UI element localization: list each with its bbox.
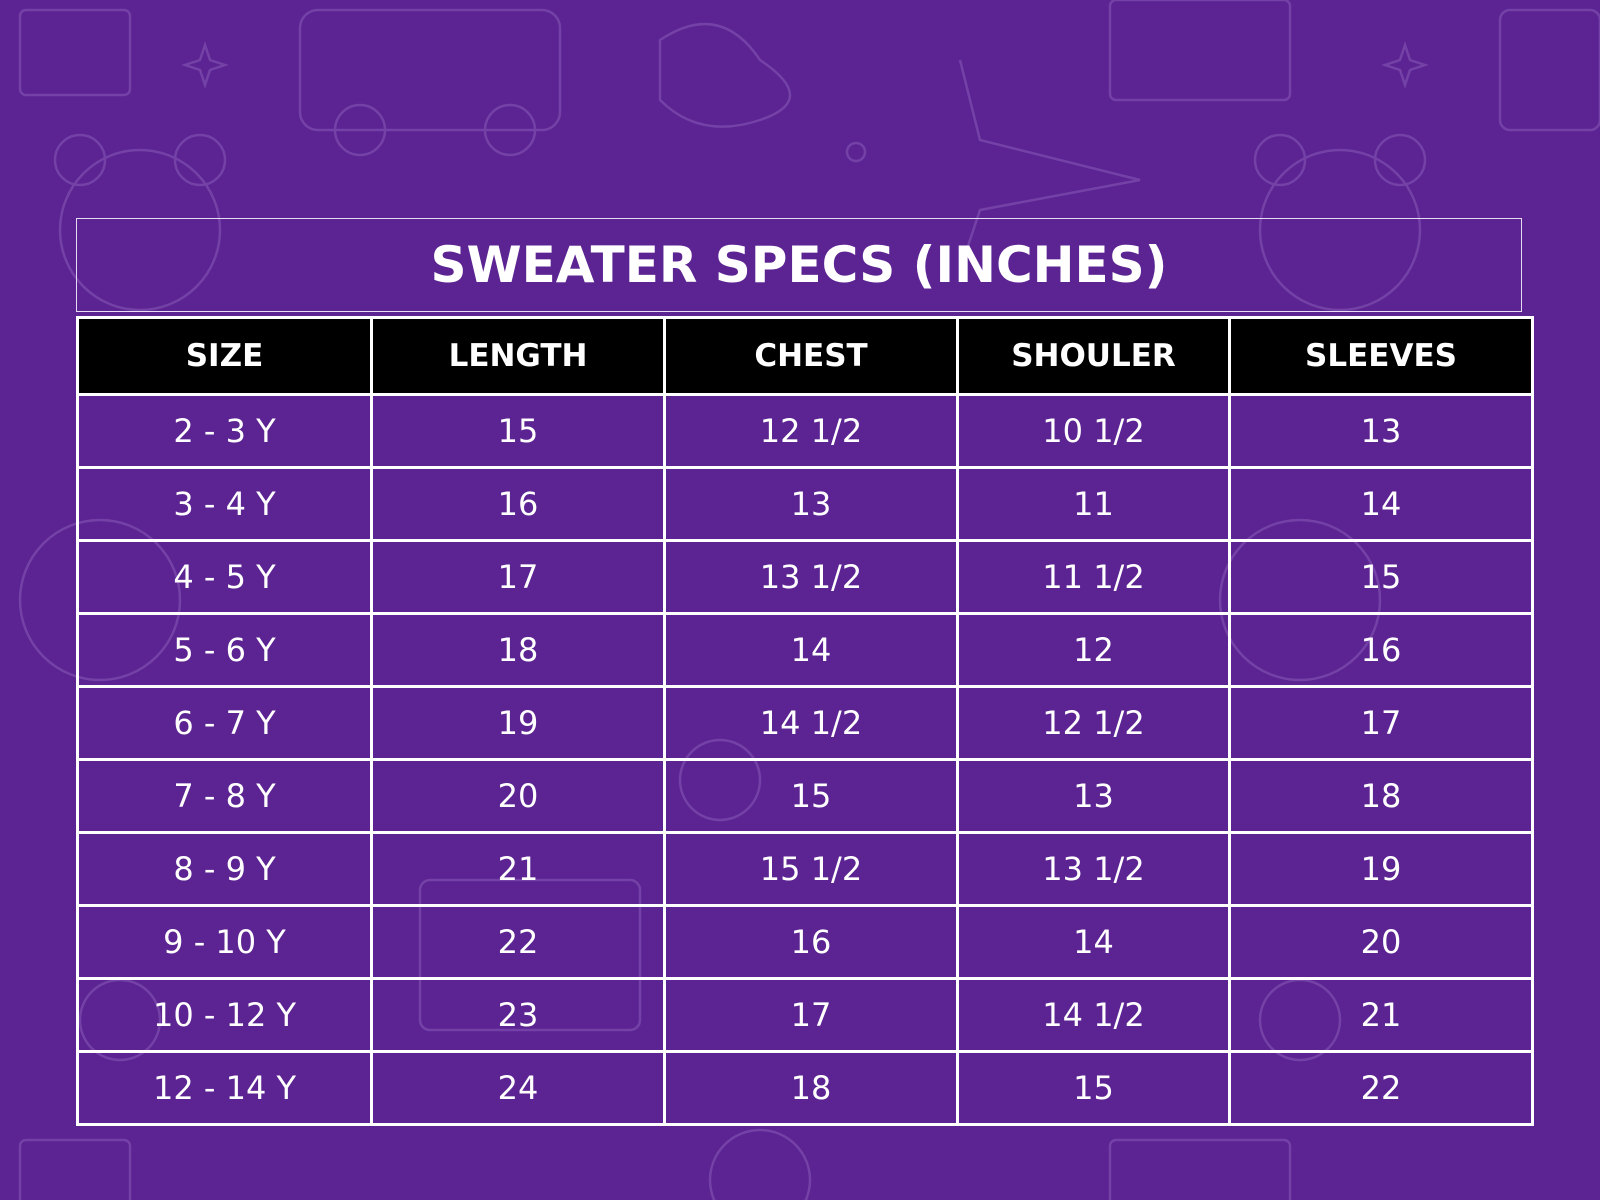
table-cell: 20: [1228, 904, 1534, 980]
table-cell: 11 1/2: [956, 539, 1231, 615]
table-cell: 8 - 9 Y: [76, 831, 373, 907]
table-cell: 16: [663, 904, 959, 980]
table-row: 4 - 5 Y 17 13 1/2 11 1/2 15: [76, 539, 1534, 615]
table-cell: 13 1/2: [663, 539, 959, 615]
table-cell: 16: [1228, 612, 1534, 688]
title: SWEATER SPECS (INCHES): [430, 236, 1168, 294]
table-cell: 18: [663, 1050, 959, 1126]
table-cell: 21: [1228, 977, 1534, 1053]
table-cell: 9 - 10 Y: [76, 904, 373, 980]
table-cell: 18: [1228, 758, 1534, 834]
table-cell: 15: [663, 758, 959, 834]
table-cell: 24: [370, 1050, 666, 1126]
table-cell: 10 1/2: [956, 393, 1231, 469]
table-row: 5 - 6 Y 18 14 12 16: [76, 612, 1534, 688]
table-cell: 14 1/2: [956, 977, 1231, 1053]
table-row: 12 - 14 Y 24 18 15 22: [76, 1050, 1534, 1126]
table-cell: 17: [1228, 685, 1534, 761]
table-cell: 17: [370, 539, 666, 615]
table-cell: 15 1/2: [663, 831, 959, 907]
table-cell: 7 - 8 Y: [76, 758, 373, 834]
table-cell: 12 1/2: [663, 393, 959, 469]
table-cell: 16: [370, 466, 666, 542]
table-row: 2 - 3 Y 15 12 1/2 10 1/2 13: [76, 393, 1534, 469]
table-cell: 20: [370, 758, 666, 834]
table-cell: 12: [956, 612, 1231, 688]
table-cell: 14: [1228, 466, 1534, 542]
column-header: LENGTH: [370, 316, 666, 396]
table-cell: 13: [663, 466, 959, 542]
table-cell: 13: [956, 758, 1231, 834]
table-cell: 10 - 12 Y: [76, 977, 373, 1053]
table-row: 7 - 8 Y 20 15 13 18: [76, 758, 1534, 834]
table-cell: 3 - 4 Y: [76, 466, 373, 542]
table-cell: 14 1/2: [663, 685, 959, 761]
table-cell: 5 - 6 Y: [76, 612, 373, 688]
table-cell: 22: [370, 904, 666, 980]
column-header: SHOULER: [956, 316, 1231, 396]
table-cell: 15: [956, 1050, 1231, 1126]
table-cell: 23: [370, 977, 666, 1053]
table-row: 8 - 9 Y 21 15 1/2 13 1/2 19: [76, 831, 1534, 907]
table-cell: 19: [370, 685, 666, 761]
table-cell: 11: [956, 466, 1231, 542]
table-cell: 13: [1228, 393, 1534, 469]
table-cell: 2 - 3 Y: [76, 393, 373, 469]
column-header: SLEEVES: [1228, 316, 1534, 396]
table-cell: 14: [956, 904, 1231, 980]
table-cell: 17: [663, 977, 959, 1053]
table-row: 10 - 12 Y 23 17 14 1/2 21: [76, 977, 1534, 1053]
table-cell: 15: [370, 393, 666, 469]
table-cell: 21: [370, 831, 666, 907]
title-box: SWEATER SPECS (INCHES): [76, 218, 1522, 312]
table-cell: 12 1/2: [956, 685, 1231, 761]
table-cell: 18: [370, 612, 666, 688]
table-row: 3 - 4 Y 16 13 11 14: [76, 466, 1534, 542]
column-header: CHEST: [663, 316, 959, 396]
table-cell: 14: [663, 612, 959, 688]
table-cell: 22: [1228, 1050, 1534, 1126]
table-head: SIZE LENGTH CHEST SHOULER SLEEVES: [76, 316, 1534, 396]
table-cell: 15: [1228, 539, 1534, 615]
table-cell: 19: [1228, 831, 1534, 907]
table-body: 2 - 3 Y 15 12 1/2 10 1/2 13 3 - 4 Y 16 13 11 14 4 …: [76, 393, 1534, 1126]
table-row: 9 - 10 Y 22 16 14 20: [76, 904, 1534, 980]
column-header: SIZE: [76, 316, 373, 396]
table-cell: 6 - 7 Y: [76, 685, 373, 761]
table-cell: 12 - 14 Y: [76, 1050, 373, 1126]
spec-table: SIZE LENGTH CHEST SHOULER SLEEVES 2 - 3 Y 15 1…: [76, 316, 1534, 1126]
table-row: 6 - 7 Y 19 14 1/2 12 1/2 17: [76, 685, 1534, 761]
header-row: SIZE LENGTH CHEST SHOULER SLEEVES: [76, 316, 1534, 396]
table-cell: 13 1/2: [956, 831, 1231, 907]
table-cell: 4 - 5 Y: [76, 539, 373, 615]
